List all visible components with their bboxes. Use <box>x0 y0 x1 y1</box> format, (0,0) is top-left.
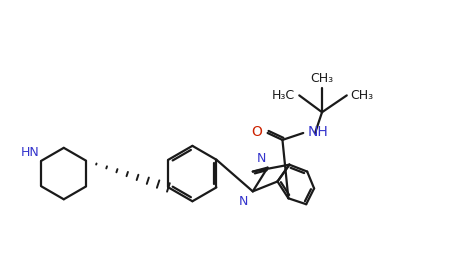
Text: N: N <box>256 152 266 165</box>
Text: N: N <box>238 195 248 208</box>
Text: H₃C: H₃C <box>272 89 296 102</box>
Text: HN: HN <box>21 146 40 159</box>
Text: CH₃: CH₃ <box>351 89 374 102</box>
Text: CH₃: CH₃ <box>310 72 334 84</box>
Text: O: O <box>251 125 262 139</box>
Text: NH: NH <box>307 125 328 139</box>
